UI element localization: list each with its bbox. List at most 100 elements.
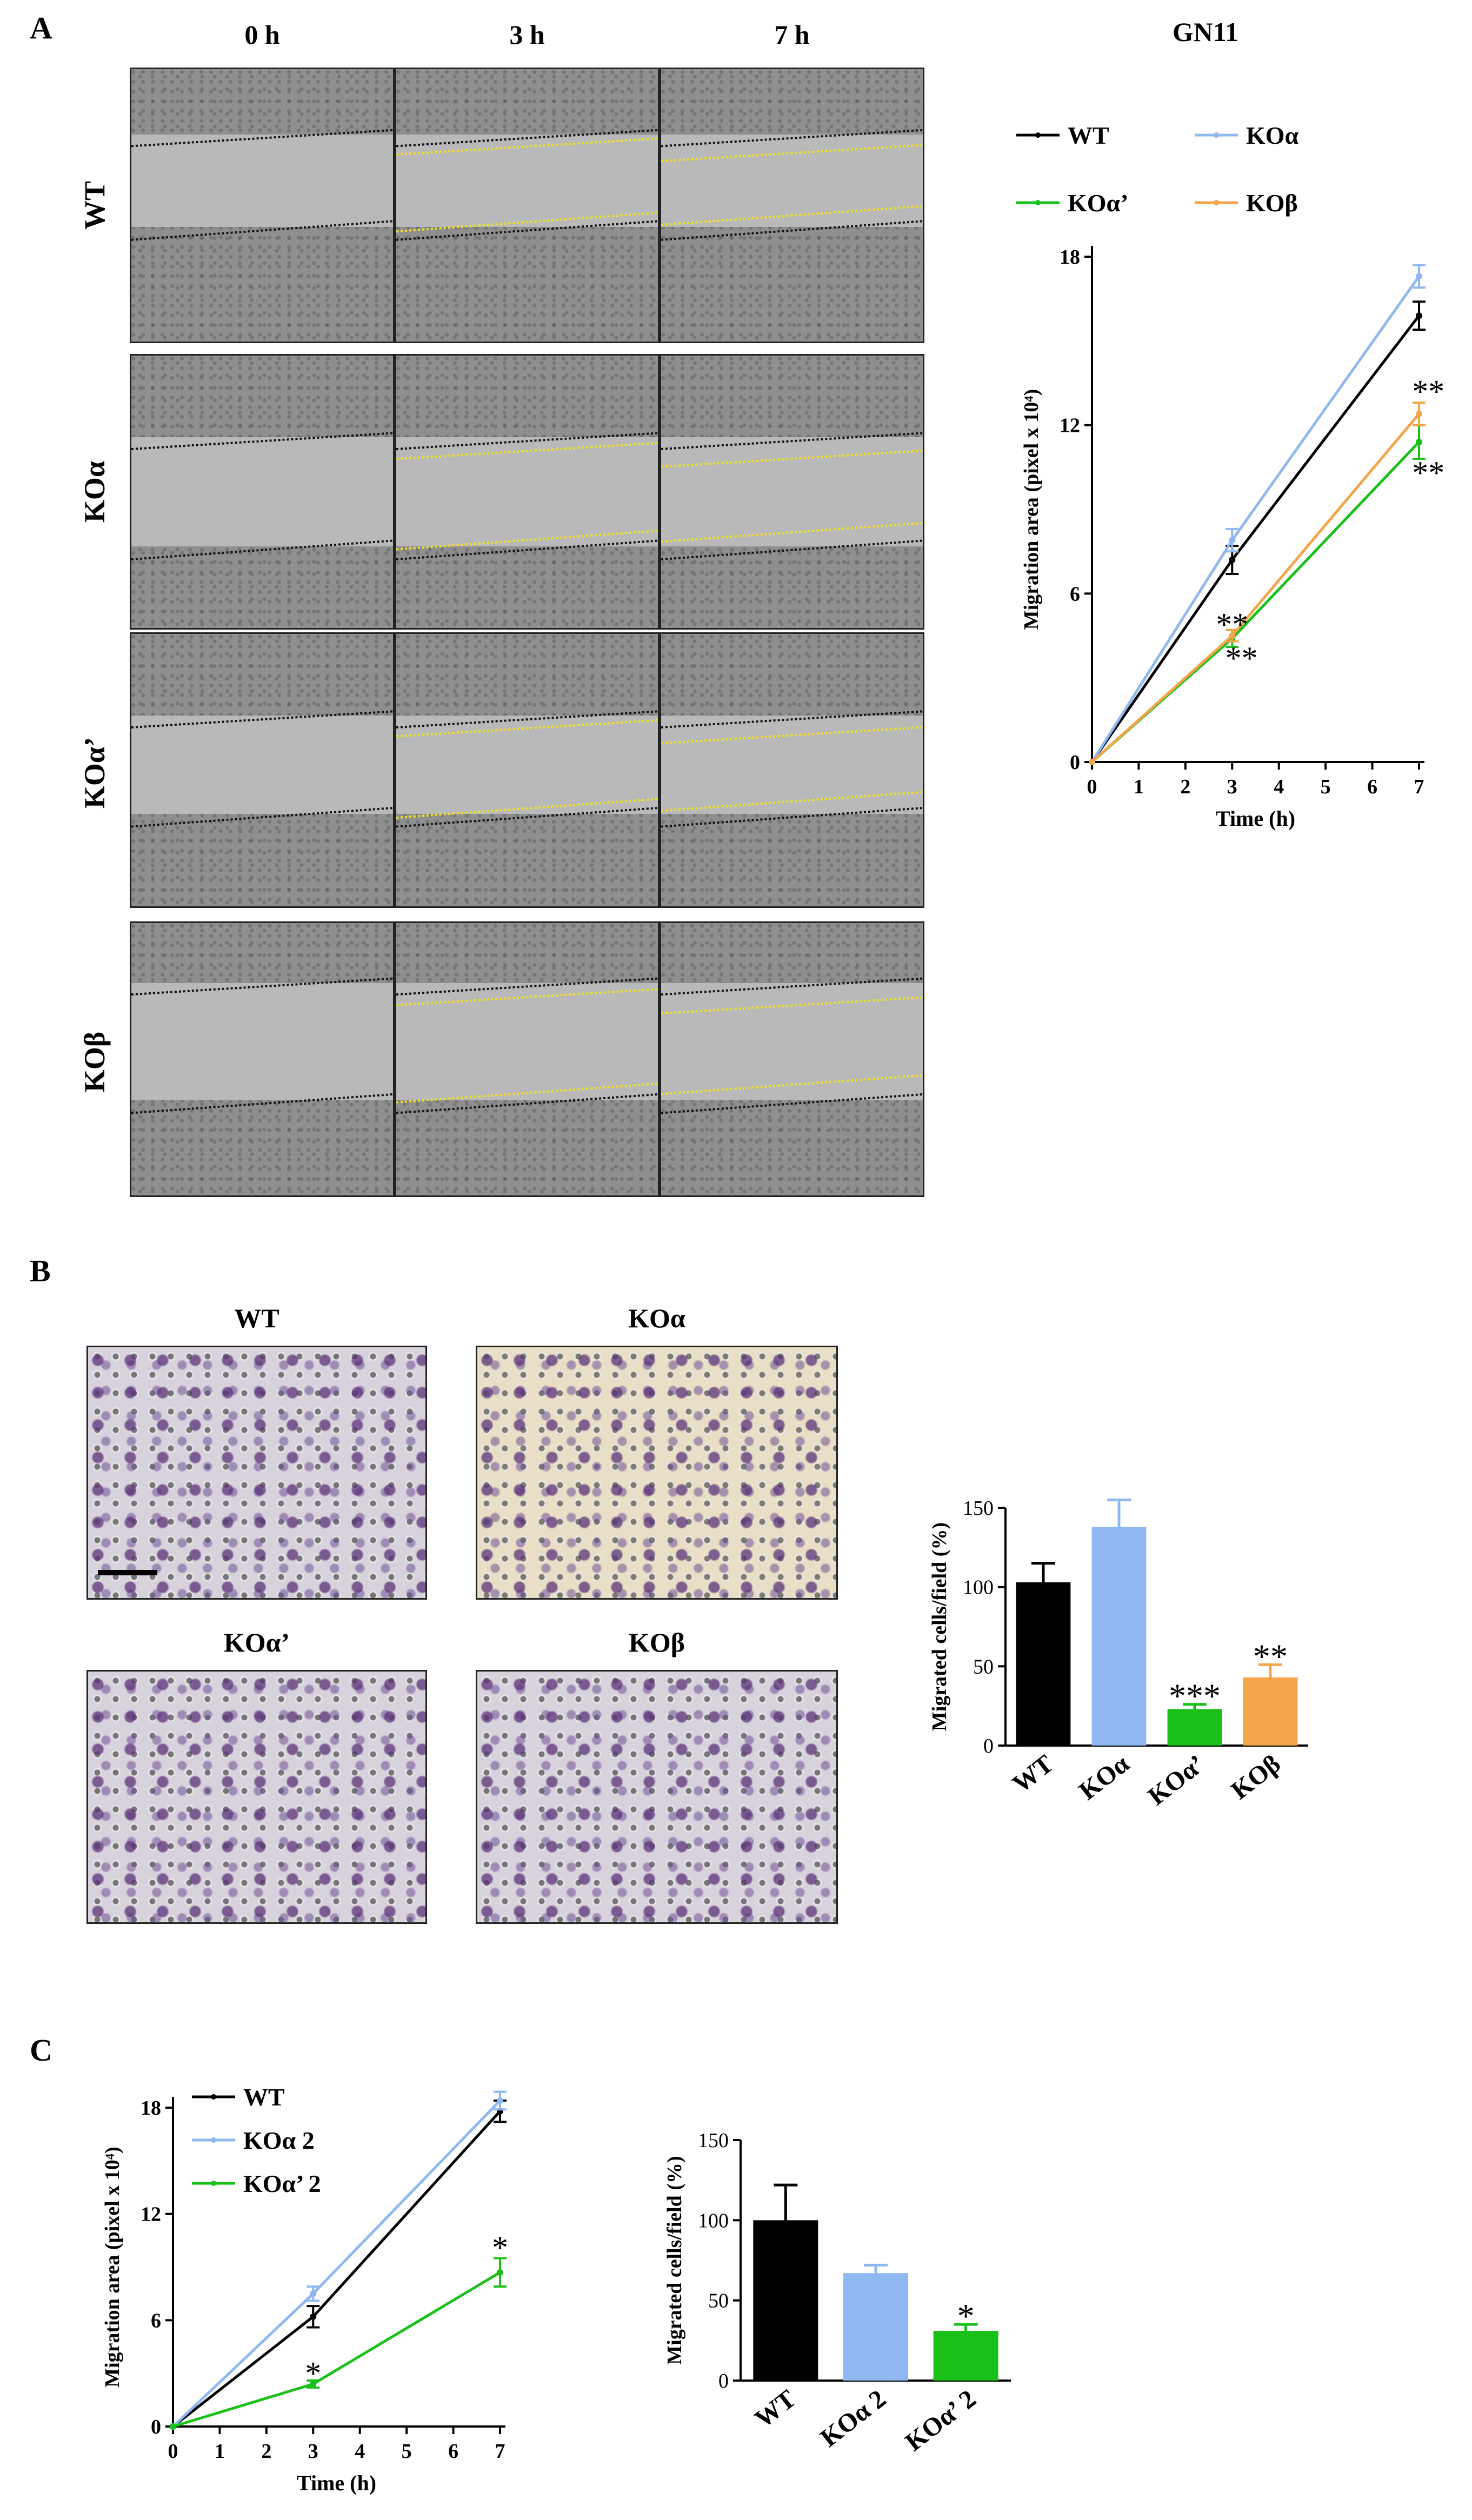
wound-edge-lines <box>396 432 658 560</box>
legend-label-koa-2: KOα 2 <box>243 2127 315 2154</box>
y-tick-label: 0 <box>1070 751 1080 774</box>
wound-gap <box>661 982 923 1100</box>
x-tick-label: 4 <box>1274 776 1284 798</box>
y-tick-label: 18 <box>141 2097 161 2120</box>
migration-edge-top <box>396 137 658 156</box>
migration-edge-bottom <box>661 1074 923 1095</box>
wound-edge-lines <box>661 432 923 560</box>
bar-koa <box>1091 1527 1147 1746</box>
legend-label-kob: KOβ <box>1246 189 1298 217</box>
significance-marker: *** <box>1169 1677 1221 1715</box>
wound-gap <box>396 134 658 228</box>
initial-edge-bottom <box>131 807 393 828</box>
x-tick-label: 0 <box>168 2440 178 2463</box>
image-label-koa: KOα <box>628 1303 685 1333</box>
wound-gap <box>131 134 393 228</box>
wound-edge-lines <box>661 129 923 241</box>
col-header-7h: 7 h <box>774 19 810 50</box>
legend-marker-kob <box>1214 200 1219 205</box>
x-tick-label-wt: WT <box>749 2384 801 2434</box>
data-point-kob <box>1089 759 1095 765</box>
chart-title-gn11: GN11 <box>1172 17 1239 47</box>
scratch-image <box>130 68 395 343</box>
significance-marker: * <box>305 2356 321 2391</box>
data-point-kob <box>1416 410 1422 417</box>
x-tick-label-kob: KOβ <box>1225 1749 1285 1805</box>
bar-koa-prime-2 <box>933 2331 998 2381</box>
wound-edge-lines <box>661 977 923 1114</box>
initial-edge-bottom <box>131 220 393 241</box>
legend-marker-koa <box>1214 132 1219 138</box>
y-tick-label: 150 <box>963 1497 994 1520</box>
x-tick-label: 6 <box>1367 776 1377 798</box>
scale-bar <box>98 1570 157 1575</box>
migration-edge-bottom <box>396 530 658 551</box>
initial-edge-bottom <box>661 539 923 560</box>
row-label-koa: KOα <box>78 460 111 523</box>
col-header-0h: 0 h <box>244 19 280 50</box>
initial-edge-bottom <box>661 220 923 241</box>
wound-gap <box>661 716 923 814</box>
x-tick-label: 6 <box>448 2440 458 2463</box>
scratch-image <box>395 354 660 630</box>
initial-edge-top <box>396 977 658 996</box>
wound-edge-lines <box>396 129 658 241</box>
y-tick-label: 12 <box>1060 415 1080 437</box>
x-axis-label: Time (h) <box>1216 806 1295 831</box>
y-tick-label: 12 <box>141 2203 161 2226</box>
y-tick-label: 50 <box>708 2290 729 2312</box>
x-tick-label: 1 <box>1134 776 1144 798</box>
x-tick-label: 7 <box>1414 776 1424 798</box>
scratch-image <box>660 921 924 1197</box>
wound-edge-lines <box>396 977 658 1114</box>
scratch-image <box>130 354 395 630</box>
x-tick-label: 3 <box>308 2440 318 2463</box>
x-tick-label: 4 <box>355 2440 365 2463</box>
panel-label-c: C <box>30 2033 52 2068</box>
x-tick-label: 2 <box>1180 776 1190 798</box>
initial-edge-bottom <box>661 1093 923 1114</box>
initial-edge-bottom <box>396 539 658 560</box>
x-tick-label: 5 <box>402 2440 412 2463</box>
legend-label-wt: WT <box>1068 122 1109 149</box>
series-line-koa-prime-2 <box>172 2271 501 2428</box>
bar-kob <box>1243 1677 1298 1746</box>
initial-edge-top <box>131 432 393 450</box>
initial-edge-top <box>131 977 393 996</box>
image-label-wt: WT <box>234 1303 279 1333</box>
bar-koa-2 <box>843 2273 908 2381</box>
wound-gap <box>131 716 393 814</box>
legend-label-koa: KOα <box>1246 122 1299 149</box>
migration-edge-top <box>661 996 923 1015</box>
x-tick-label-koa-2: KOα 2 <box>815 2384 891 2452</box>
legend-label-koa-prime-2: KOα’ 2 <box>243 2170 321 2197</box>
col-header-3h: 3 h <box>509 19 545 50</box>
bar-koa-prime <box>1167 1709 1222 1746</box>
migration-edge-top <box>396 442 658 460</box>
y-tick-label: 100 <box>698 2209 729 2232</box>
y-tick-label: 18 <box>1060 246 1080 269</box>
migration-edge-bottom <box>661 522 923 543</box>
data-point-koa <box>1229 537 1236 544</box>
y-tick-label: 6 <box>151 2309 161 2332</box>
initial-edge-bottom <box>396 1093 658 1114</box>
migration-edge-top <box>661 726 923 745</box>
data-point-koa <box>1416 273 1422 280</box>
significance-marker: ** <box>1253 1637 1288 1675</box>
initial-edge-top <box>131 710 393 728</box>
bar-chart-b: 0 50 100 150 Migrated cells/field (%) WT KOα **… <box>928 1497 1308 1811</box>
scratch-image <box>660 354 924 630</box>
series-line-koa-2 <box>172 2100 501 2428</box>
y-axis-label: Migration area (pixel x 10⁴) <box>1020 389 1043 630</box>
initial-edge-top <box>661 129 923 148</box>
series-line-kob <box>1091 413 1420 763</box>
significance-marker: ** <box>1225 640 1258 676</box>
x-tick-label: 0 <box>1087 776 1097 798</box>
y-tick-label: 0 <box>151 2416 161 2438</box>
y-tick-label: 6 <box>1070 583 1080 605</box>
panel-label-a: A <box>30 10 52 45</box>
y-tick-label: 0 <box>983 1735 994 1757</box>
initial-edge-bottom <box>396 220 658 241</box>
wound-edge-lines <box>131 710 393 828</box>
